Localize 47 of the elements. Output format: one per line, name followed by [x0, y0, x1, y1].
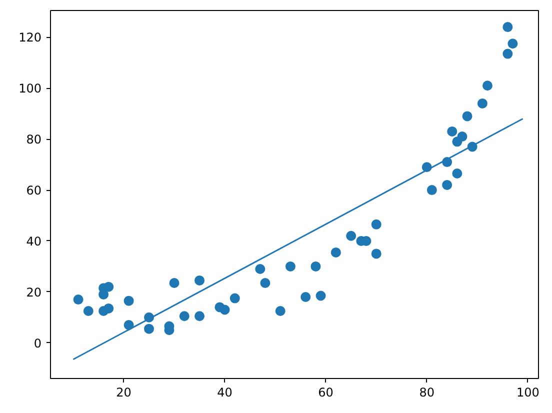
- point: [169, 278, 180, 288]
- y-tick-label: 120: [18, 30, 42, 45]
- y-tick-label: 100: [18, 82, 42, 96]
- point: [482, 80, 492, 91]
- point: [310, 261, 321, 272]
- point: [73, 294, 84, 305]
- y-tick-label: 20: [26, 285, 42, 300]
- point: [285, 261, 296, 272]
- point: [179, 311, 190, 322]
- point: [477, 98, 488, 108]
- point: [83, 306, 94, 316]
- point: [144, 324, 154, 334]
- point: [104, 282, 114, 292]
- point: [426, 185, 437, 196]
- x-tick-label: 80: [419, 386, 435, 400]
- point: [462, 111, 472, 122]
- point: [346, 230, 356, 241]
- point: [452, 168, 462, 178]
- x-tick-label: 20: [116, 386, 132, 400]
- point: [371, 248, 382, 259]
- point: [371, 219, 382, 230]
- point: [194, 275, 205, 286]
- x-tick-label: 40: [217, 386, 232, 400]
- y-tick-label: 0: [34, 336, 42, 350]
- point: [194, 311, 205, 322]
- point: [220, 304, 230, 315]
- point: [457, 132, 468, 142]
- point: [508, 38, 518, 49]
- x-tick-label: 100: [516, 386, 540, 400]
- y-tick-label: 40: [26, 234, 42, 248]
- point: [260, 278, 270, 288]
- point: [330, 247, 341, 258]
- point: [124, 296, 134, 306]
- point: [275, 306, 286, 316]
- point: [502, 22, 513, 32]
- point: [502, 48, 513, 59]
- point: [300, 292, 311, 302]
- point: [124, 320, 134, 330]
- point: [316, 290, 326, 301]
- point: [104, 303, 114, 314]
- x-tick-label: 60: [318, 386, 334, 400]
- point: [447, 126, 458, 136]
- point: [442, 180, 452, 190]
- y-tick-label: 60: [26, 184, 42, 198]
- point: [230, 293, 240, 304]
- y-tick-label: 80: [26, 132, 42, 147]
- point: [255, 264, 266, 274]
